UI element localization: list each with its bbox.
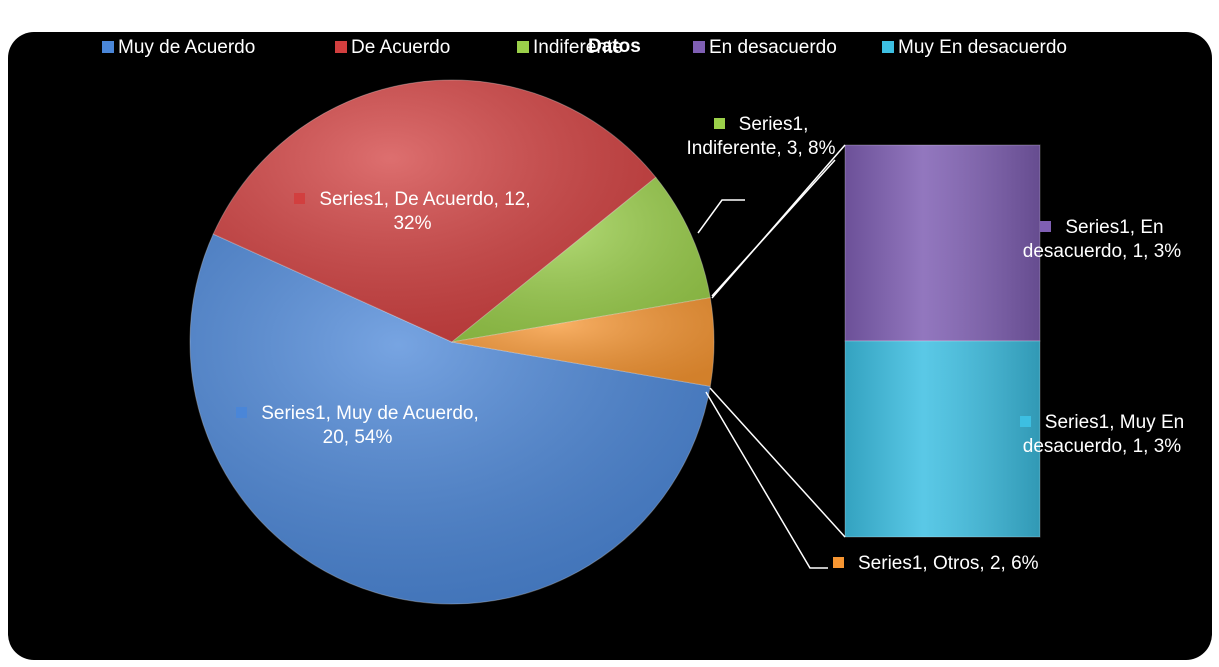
slice-gloss [213, 79, 656, 343]
data-label-text: Series1, En desacuerdo, 1, 3% [1022, 217, 1182, 262]
legend-label: De Acuerdo [351, 37, 451, 58]
data-label: Series1, Indiferente, 3, 8% [682, 113, 840, 161]
legend-marker [517, 41, 529, 53]
bar-gloss [844, 340, 1041, 538]
legend-entry: Muy de Acuerdo [102, 37, 255, 59]
label-marker [294, 193, 306, 204]
pie-slice-group [450, 176, 711, 343]
pie-slice-group [451, 297, 715, 387]
label-marker [713, 118, 725, 129]
label-marker [236, 407, 248, 418]
connector [709, 387, 846, 538]
data-label-text: Series1, Muy de Acuerdo, 20, 54% [261, 403, 479, 448]
legend-marker [102, 41, 114, 53]
pie-slice-group [189, 233, 711, 605]
legend-entry: De Acuerdo [335, 37, 450, 59]
slice-gloss [452, 177, 711, 342]
label-marker [833, 557, 844, 568]
legend-label: En desacuerdo [709, 37, 837, 58]
pie-slice-group [212, 79, 657, 343]
legend-marker [335, 41, 347, 53]
legend-entry: Indiferente [517, 37, 623, 59]
data-label: Series1, De Acuerdo, 12, 32% [275, 188, 550, 236]
data-label: Series1, En desacuerdo, 1, 3% [988, 216, 1216, 264]
leader-line [705, 391, 828, 569]
legend-label: Indiferente [533, 37, 623, 58]
leader-line [697, 199, 745, 234]
legend-label: Muy En desacuerdo [898, 37, 1067, 58]
label-marker [1040, 221, 1052, 232]
leader-lines [697, 144, 846, 569]
data-label: Series1, Otros, 2, 6% [833, 552, 1133, 576]
slice-gloss [452, 297, 714, 387]
slice-gloss [190, 234, 711, 604]
legend-marker [693, 41, 705, 53]
data-label-text: Series1, Muy En desacuerdo, 1, 3% [1022, 412, 1185, 457]
legend-marker [882, 41, 894, 53]
data-label-text: Series1, Indiferente, 3, 8% [686, 114, 836, 159]
data-label: Series1, Muy En desacuerdo, 1, 3% [988, 411, 1216, 459]
leader-line [711, 159, 836, 297]
legend-entry: En desacuerdo [693, 37, 837, 59]
label-marker [1019, 416, 1031, 427]
data-label: Series1, Muy de Acuerdo, 20, 54% [225, 402, 490, 450]
data-label-text: Series1, Otros, 2, 6% [858, 553, 1039, 574]
legend-entry: Muy En desacuerdo [882, 37, 1067, 59]
chart-title: Datos [588, 36, 641, 57]
data-label-text: Series1, De Acuerdo, 12, 32% [319, 189, 531, 234]
legend-label: Muy de Acuerdo [118, 37, 256, 58]
